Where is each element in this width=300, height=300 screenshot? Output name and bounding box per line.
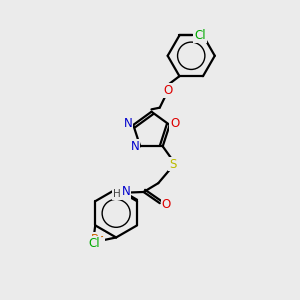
Text: N: N: [130, 140, 139, 153]
Text: N: N: [122, 185, 130, 199]
Text: S: S: [169, 158, 177, 170]
Text: Cl: Cl: [194, 29, 206, 42]
Text: N: N: [124, 117, 132, 130]
Text: H: H: [113, 189, 121, 199]
Text: O: O: [162, 198, 171, 211]
Text: O: O: [170, 117, 180, 130]
Text: Br: Br: [90, 233, 104, 246]
Text: Cl: Cl: [88, 237, 100, 250]
Text: O: O: [163, 84, 172, 98]
